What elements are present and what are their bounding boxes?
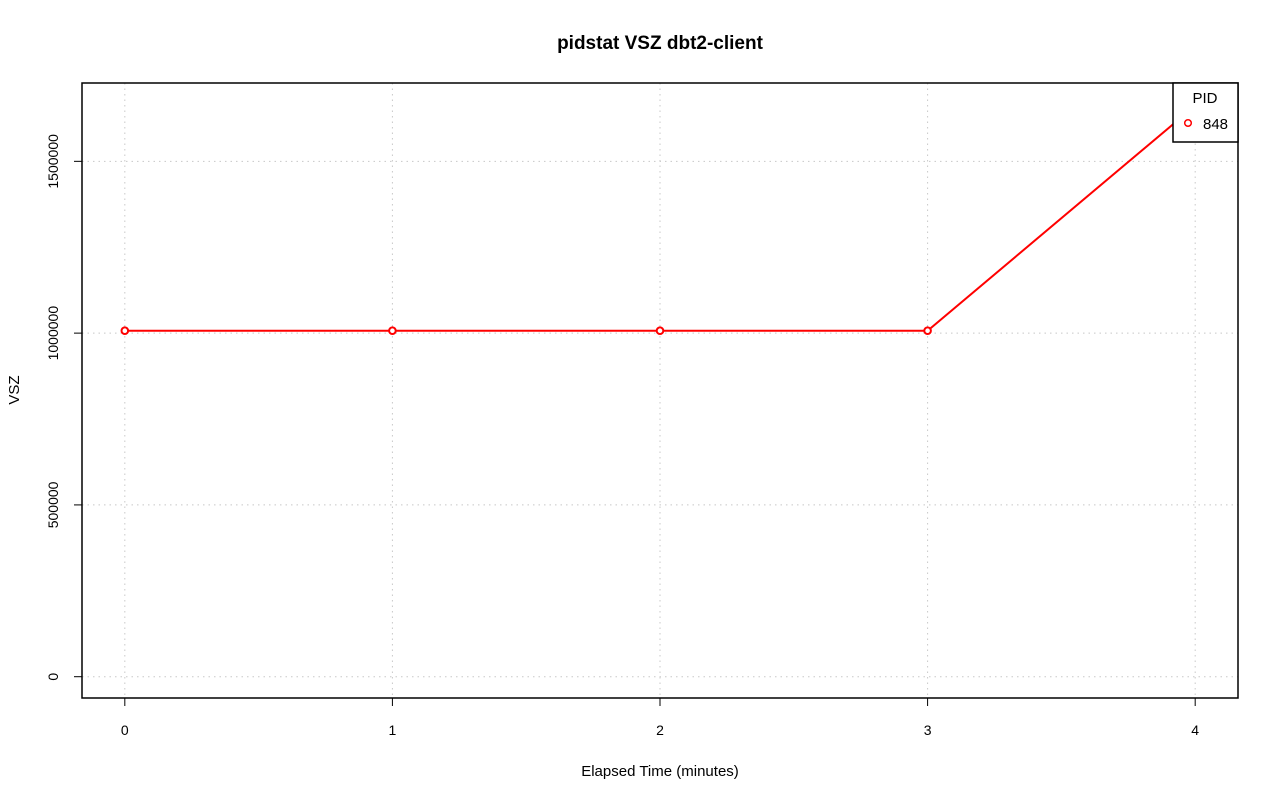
chart-title: pidstat VSZ dbt2-client <box>557 33 764 54</box>
y-tick-label: 500000 <box>45 481 61 528</box>
grid <box>82 83 1238 698</box>
x-tick-label: 1 <box>389 722 397 738</box>
data-point <box>923 326 932 336</box>
axes: 0 1 2 3 4 0 500000 1000000 1500000 <box>45 82 1239 738</box>
data-point <box>120 326 130 336</box>
y-axis-label: VSZ <box>6 375 23 404</box>
legend-entry-848: 848 <box>1203 116 1228 133</box>
series-layer <box>120 101 1200 336</box>
x-tick-label: 2 <box>656 722 664 738</box>
y-tick-label: 1500000 <box>45 134 61 189</box>
legend-title: PID <box>1192 90 1217 107</box>
y-tick-label: 0 <box>45 673 61 681</box>
x-tick-label: 4 <box>1191 722 1199 738</box>
x-tick-label: 0 <box>121 722 129 738</box>
legend: PID 848 <box>1172 82 1239 143</box>
x-axis-label: Elapsed Time (minutes) <box>581 763 739 780</box>
legend-box <box>1172 82 1239 143</box>
x-tick-label: 3 <box>924 722 932 738</box>
legend-marker-848 <box>1183 118 1193 128</box>
y-tick-label: 1000000 <box>45 306 61 361</box>
data-point <box>655 326 665 336</box>
data-point <box>388 326 397 336</box>
